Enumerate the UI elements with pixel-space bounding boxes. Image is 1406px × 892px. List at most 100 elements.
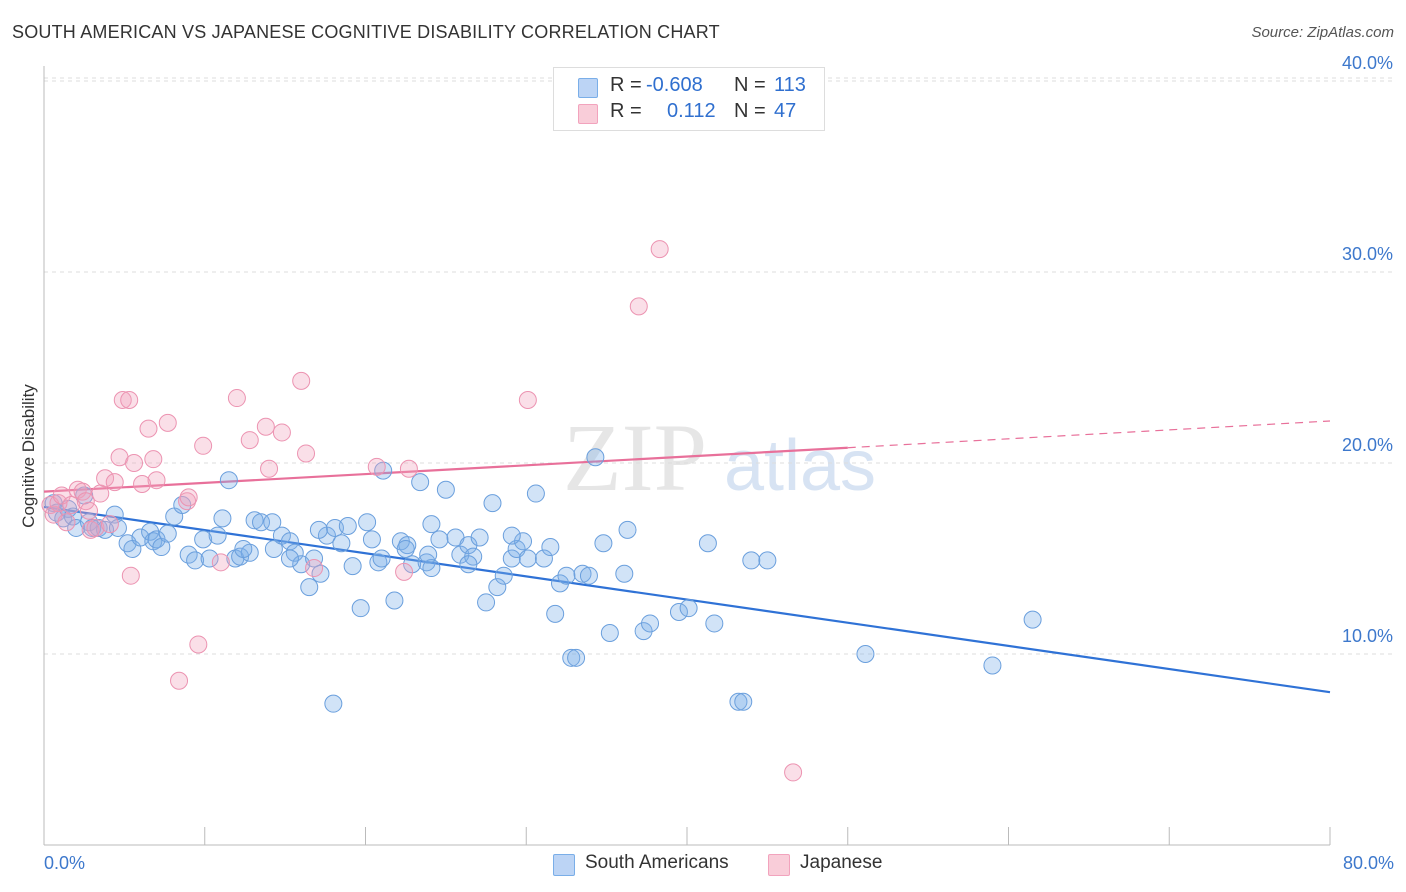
- japanese-point: [105, 473, 124, 492]
- japanese-point: [629, 297, 648, 316]
- south-american-point: [332, 534, 351, 553]
- japanese-point: [80, 501, 99, 520]
- south-american-point: [679, 599, 698, 618]
- japanese-point: [144, 450, 163, 469]
- y-tick-label: 20.0%: [1342, 435, 1393, 455]
- japanese-point: [272, 423, 291, 442]
- south-american-point: [477, 593, 496, 612]
- japanese-point: [158, 413, 177, 432]
- legend-n-label: N =: [734, 74, 766, 96]
- south-american-point: [600, 623, 619, 642]
- data-points: [41, 240, 1042, 782]
- south-american-point: [300, 578, 319, 597]
- south-american-point: [285, 543, 304, 562]
- japanese-point: [91, 484, 110, 503]
- south-american-point: [518, 549, 537, 568]
- south-american-point: [263, 513, 282, 532]
- japanese-point: [194, 436, 213, 455]
- japanese-point: [133, 475, 152, 494]
- south-american-point: [351, 599, 370, 618]
- japanese-point: [73, 482, 92, 501]
- japanese-point: [367, 457, 386, 476]
- japanese-point: [256, 417, 275, 436]
- south-american-point: [594, 534, 613, 553]
- south-american-point: [641, 614, 660, 633]
- south-american-point: [213, 509, 232, 528]
- legend-label: South Americans: [585, 852, 729, 873]
- south-american-point: [705, 614, 724, 633]
- south-american-point: [245, 511, 264, 530]
- south-american-point: [430, 530, 449, 549]
- legend-r-value: -0.608: [646, 74, 703, 96]
- south-american-point: [324, 694, 343, 713]
- south-american-point: [1023, 610, 1042, 629]
- japanese-point: [189, 635, 208, 654]
- japanese-point: [76, 492, 95, 511]
- japanese-point: [96, 469, 115, 488]
- south-american-point: [526, 484, 545, 503]
- south-american-point: [551, 574, 570, 593]
- south-american-point: [562, 648, 581, 667]
- japanese-point: [120, 390, 139, 409]
- south-american-point: [200, 549, 219, 568]
- japanese-point: [650, 240, 669, 259]
- south-american-point: [264, 539, 283, 558]
- south-american-point: [573, 564, 592, 583]
- south-american-point: [698, 534, 717, 553]
- south-american-point: [541, 538, 560, 557]
- legend-r-label: R =: [610, 74, 642, 96]
- japanese-point: [113, 390, 132, 409]
- japanese-point: [297, 444, 316, 463]
- japanese-point: [305, 559, 324, 578]
- chart-title: SOUTH AMERICAN VS JAPANESE COGNITIVE DIS…: [12, 22, 720, 42]
- x-tick-label: 0.0%: [44, 853, 85, 873]
- legend-r-value: 0.112: [667, 100, 716, 122]
- japanese-point: [179, 488, 198, 507]
- x-tick-label: 80.0%: [1343, 853, 1394, 873]
- japanese-trendline: [43, 446, 848, 493]
- south-american-point: [422, 515, 441, 534]
- japanese-point: [292, 371, 311, 390]
- japanese-point: [86, 518, 105, 537]
- japanese-point: [52, 486, 71, 505]
- axes: [43, 66, 1331, 846]
- south-american-point: [105, 505, 124, 524]
- legend-swatch-blue: [578, 78, 598, 98]
- south-american-point: [546, 604, 565, 623]
- japanese-point: [227, 389, 246, 408]
- south-american-point: [983, 656, 1002, 675]
- south-american-point: [494, 566, 513, 585]
- japanese-point: [62, 496, 81, 515]
- south-american-point: [634, 622, 653, 641]
- south-american-point: [372, 549, 391, 568]
- south-american-point: [141, 522, 160, 541]
- south-american-point: [422, 559, 441, 578]
- south-american-point: [417, 553, 436, 572]
- legend-n-value: 47: [774, 100, 797, 122]
- source-label: Source: ZipAtlas.com: [1251, 24, 1394, 41]
- south-american-point: [411, 473, 430, 492]
- japanese-point: [784, 763, 803, 782]
- tick-labels: 10.0% 20.0% 30.0% 40.0% 0.0% 80.0%: [44, 53, 1394, 873]
- south-american-point: [742, 551, 761, 570]
- south-american-point: [396, 539, 415, 558]
- japanese-point: [147, 471, 166, 490]
- japanese-point: [100, 515, 119, 534]
- south-american-point: [234, 539, 253, 558]
- south-american-point: [343, 557, 362, 576]
- stats-legend: R = -0.608 N = 113 R = 0.112 N = 47: [553, 67, 825, 131]
- south-american-point: [194, 530, 213, 549]
- legend-swatch-pink: [578, 104, 598, 124]
- south-american-point: [436, 480, 455, 499]
- south-american-point: [280, 549, 299, 568]
- japanese-point: [395, 562, 414, 581]
- south-american-point: [419, 545, 438, 564]
- south-american-point: [338, 517, 357, 536]
- gridlines: [44, 77, 1394, 655]
- south-american-point: [488, 578, 507, 597]
- y-tick-label: 30.0%: [1342, 244, 1393, 264]
- legend-r-label: R =: [610, 100, 642, 122]
- south-american-point: [734, 692, 753, 711]
- south-american-point: [502, 526, 521, 545]
- south-american-point: [362, 530, 381, 549]
